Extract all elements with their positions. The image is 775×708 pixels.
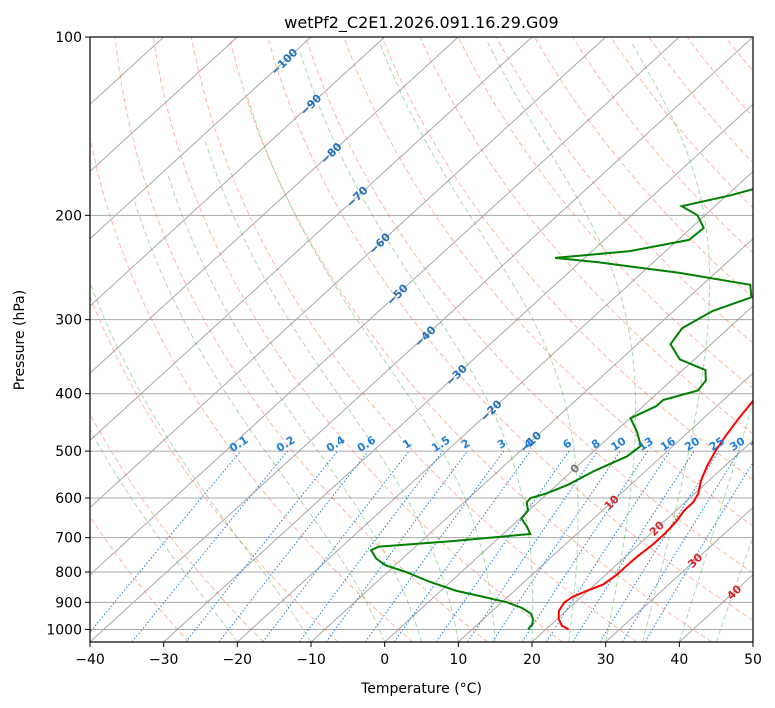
- isotherm-line: [90, 37, 753, 642]
- isotherm-line: [531, 439, 753, 642]
- dry-adiabat-line: [90, 135, 414, 642]
- x-tick-label: −10: [296, 652, 326, 668]
- x-axis-title: Temperature (°C): [360, 681, 482, 697]
- moist-adiabat-line: [487, 41, 637, 642]
- isotherm-line: [90, 37, 238, 173]
- moist-adiabat-line: [90, 428, 238, 642]
- mixing-ratio-line: [621, 450, 740, 642]
- x-tick-label: −20: [223, 652, 253, 668]
- mixing-ratio-line: [521, 450, 649, 642]
- dry-adiabat-line: [90, 515, 190, 642]
- mixing-ratio-line: [364, 450, 505, 642]
- mixing-ratio-line: [131, 450, 288, 642]
- mixing-ratio-line: [545, 450, 671, 642]
- dry-adiabat-line: [190, 37, 638, 642]
- moist-adiabat-line: [90, 280, 312, 642]
- dry-adiabat-line: [610, 37, 753, 209]
- dry-adiabat-line: [381, 37, 753, 481]
- isotherm-line: [90, 37, 533, 442]
- dewpoint-profile-line: [369, 188, 753, 631]
- x-tick-label: −30: [149, 652, 179, 668]
- dry-adiabat-line: [90, 295, 339, 642]
- moist-adiabat-line: [630, 41, 711, 642]
- moist-adiabat-line: [167, 173, 422, 642]
- y-tick-label: 400: [55, 387, 82, 403]
- dry-adiabat-line: [305, 37, 753, 574]
- dry-adiabat-line: [419, 37, 753, 435]
- axes: −40 −30 −20 −10 0 10 20 30 40 50 1000 900 800 700 600 5…: [46, 30, 762, 668]
- mixing-ratio-line: [436, 450, 570, 642]
- isotherm-line: [90, 37, 607, 509]
- moist-adiabat-line: [715, 535, 753, 642]
- isotherm-line: [310, 237, 753, 642]
- x-tick-label: 40: [670, 652, 688, 668]
- isotherm-line: [457, 372, 753, 642]
- isotherm-line: [163, 103, 753, 642]
- y-tick-label: 100: [55, 30, 82, 46]
- moist-adiabat-line: [299, 51, 534, 642]
- dry-adiabat-line: [267, 37, 753, 622]
- dry-adiabat-line: [572, 37, 753, 254]
- isotherm-line: [90, 37, 386, 307]
- y-tick-label: 600: [55, 491, 82, 507]
- y-tick-label: 200: [55, 208, 82, 224]
- y-tick-label: 1000: [46, 622, 82, 638]
- mixing-ratio-line: [599, 450, 720, 642]
- isotherm-line: [236, 170, 753, 642]
- isotherm-line: [90, 37, 312, 240]
- mixing-ratio-line: [393, 450, 531, 642]
- mixing-ratio-line: [644, 461, 753, 642]
- dry-adiabat-line: [534, 37, 753, 299]
- temperature-profile-line: [557, 399, 753, 631]
- moist-adiabat-line: [678, 401, 753, 642]
- y-tick-label: 700: [55, 531, 82, 547]
- y-tick-label: 800: [55, 565, 82, 581]
- x-tick-label: 10: [449, 652, 467, 668]
- moist-adiabat-line: [134, 201, 386, 642]
- mixing-ratio-line: [572, 450, 695, 642]
- mixing-ratio-line: [218, 450, 369, 642]
- isotherm-line: [90, 37, 459, 374]
- mixing-ratio-line: [262, 450, 410, 642]
- isotherm-line: [605, 506, 753, 642]
- x-tick-label: 30: [597, 652, 615, 668]
- moist-adiabat-line: [378, 41, 579, 642]
- isotherm-line: [384, 305, 753, 642]
- mixing-ratio-label: 36: [748, 434, 768, 453]
- mixing-ratio-line: [467, 450, 599, 642]
- dry-adiabat-line: [229, 37, 712, 642]
- mixing-ratio-line: [298, 450, 444, 642]
- x-tick-label: 50: [744, 652, 762, 668]
- moist-adiabat-line: [246, 96, 496, 642]
- x-tick-label: 0: [380, 652, 389, 668]
- x-tick-label: 20: [523, 652, 541, 668]
- dry-adiabat-line: [495, 37, 753, 344]
- isotherm-line: [90, 37, 680, 576]
- mixing-ratio-line: [325, 450, 468, 642]
- y-tick-label: 900: [55, 595, 82, 611]
- dry-adiabat-line: [152, 37, 563, 642]
- mixing-ratio-line: [491, 450, 621, 642]
- x-tick-label: −40: [75, 652, 105, 668]
- dry-adiabat-line: [114, 37, 488, 642]
- y-tick-label: 300: [55, 313, 82, 329]
- y-axis-title: Pressure (hPa): [12, 290, 28, 390]
- chart-title: wetPf2_C2E1.2026.091.16.29.G09: [284, 13, 558, 33]
- mixing-ratio-line: [185, 450, 338, 642]
- dry-adiabat-line: [343, 37, 753, 527]
- y-tick-label: 500: [55, 444, 82, 460]
- plot-frame: [89, 36, 754, 643]
